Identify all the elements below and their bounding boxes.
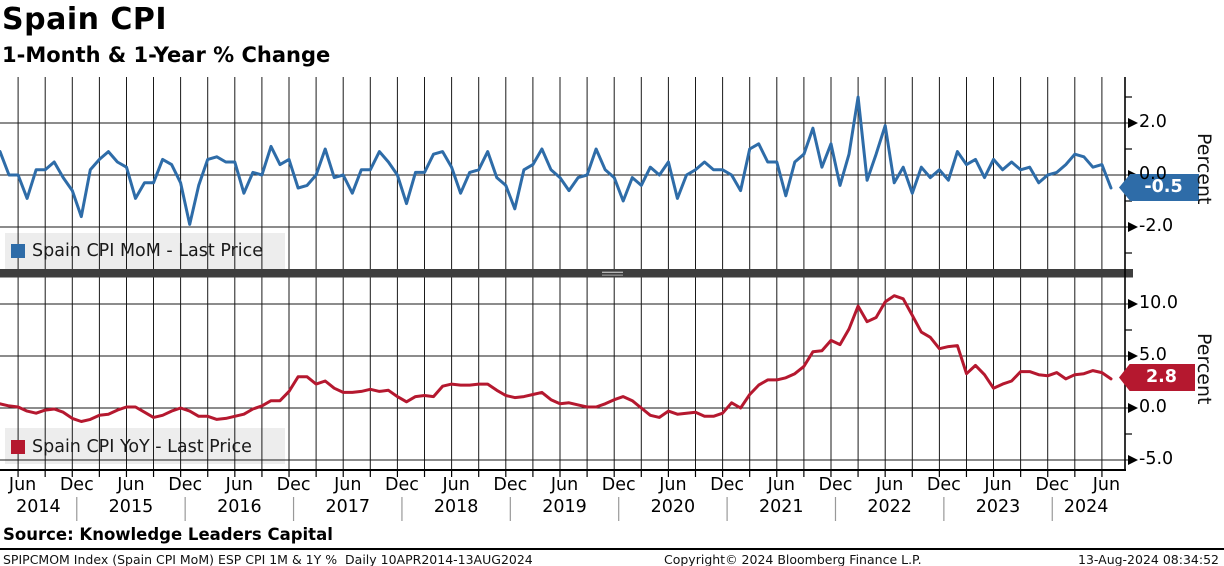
- series-line-mom: [0, 95, 1113, 226]
- x-month-label: Jun: [225, 475, 254, 495]
- tick-arrow-icon: [1128, 351, 1138, 361]
- tick-arrow-icon: [1128, 118, 1138, 128]
- legend-yoy[interactable]: Spain CPI YoY - Last Price: [11, 434, 252, 460]
- last-price-badge-mom: -0.5: [1119, 174, 1199, 201]
- last-price-badge-yoy: 2.8: [1119, 364, 1195, 391]
- legend-yoy-label: Spain CPI YoY - Last Price: [32, 437, 252, 457]
- x-month-label: Jun: [334, 475, 362, 495]
- tick-arrow-icon: [1128, 222, 1138, 232]
- x-month-label: Dec: [926, 475, 961, 495]
- y-tick-label: -5.0: [1139, 449, 1174, 469]
- x-month-label: Dec: [1035, 475, 1070, 495]
- x-month-label: Jun: [550, 475, 579, 495]
- y-tick-label: 0.0: [1139, 164, 1167, 184]
- source-line: Source: Knowledge Leaders Capital: [3, 525, 333, 544]
- x-year-label: 2020: [650, 497, 696, 517]
- legend-mom-bg: [5, 233, 285, 269]
- x-year-label: 2019: [542, 497, 587, 517]
- x-month-label: Dec: [59, 475, 94, 495]
- x-month-label: Dec: [168, 475, 203, 495]
- tick-arrow-icon: [1128, 403, 1138, 413]
- x-month-label: Dec: [384, 475, 419, 495]
- x-year-label: 2014: [16, 497, 61, 517]
- series-line-yoy: [0, 294, 1113, 423]
- legend-mom[interactable]: Spain CPI MoM - Last Price: [11, 238, 263, 264]
- x-year-label: 2021: [759, 497, 804, 517]
- x-month-label: Jun: [876, 475, 904, 495]
- x-year-label: 2022: [867, 497, 912, 517]
- mom-legend-swatch-icon: [11, 244, 25, 258]
- cpi-chart-canvas: [0, 77, 1138, 521]
- legend-yoy-bg: [5, 428, 285, 464]
- tick-arrow-icon: [1128, 299, 1138, 309]
- x-year-label: 2016: [217, 497, 262, 517]
- y-tick-label: -2.0: [1139, 216, 1174, 236]
- tick-arrow-icon: [1128, 455, 1138, 465]
- panel-divider-bar: [0, 269, 1133, 278]
- y-tick-label: 10.0: [1139, 293, 1178, 313]
- x-month-label: Dec: [276, 475, 311, 495]
- y-tick-label: 0.0: [1139, 397, 1167, 417]
- y-tick-label: 2.0: [1139, 112, 1167, 132]
- y-tick-label: 5.0: [1139, 345, 1167, 365]
- timestamp: 13-Aug-2024 08:34:52: [1078, 552, 1219, 566]
- copyright-text: Copyright© 2024 Bloomberg Finance L.P.: [664, 552, 922, 566]
- x-month-label: Jun: [8, 475, 37, 495]
- page-subtitle: 1-Month & 1-Year % Change: [2, 43, 331, 67]
- y-axis-title-yoy: Percent: [1193, 333, 1215, 405]
- x-year-label: 2015: [108, 497, 154, 517]
- x-month-label: Jun: [767, 475, 795, 495]
- x-month-label: Jun: [1092, 475, 1121, 495]
- x-month-label: Jun: [659, 475, 687, 495]
- ticker-description: SPIPCMOM Index (Spain CPI MoM) ESP CPI 1…: [3, 552, 533, 566]
- x-year-label: 2024: [1063, 497, 1109, 517]
- legend-mom-label: Spain CPI MoM - Last Price: [32, 241, 264, 261]
- yoy-legend-swatch-icon: [11, 440, 25, 454]
- x-year-label: 2023: [975, 497, 1021, 517]
- x-month-label: Jun: [984, 475, 1012, 495]
- y-axis-title-mom: Percent: [1193, 133, 1215, 205]
- x-year-label: 2017: [325, 497, 370, 517]
- page-title: Spain CPI: [2, 2, 168, 37]
- x-month-label: Jun: [442, 475, 470, 495]
- x-year-label: 2018: [433, 497, 479, 517]
- x-month-label: Dec: [493, 475, 528, 495]
- x-month-label: Jun: [117, 475, 145, 495]
- footer-divider: [0, 548, 1224, 550]
- x-month-label: Dec: [601, 475, 636, 495]
- x-month-label: Dec: [818, 475, 853, 495]
- x-month-label: Dec: [710, 475, 745, 495]
